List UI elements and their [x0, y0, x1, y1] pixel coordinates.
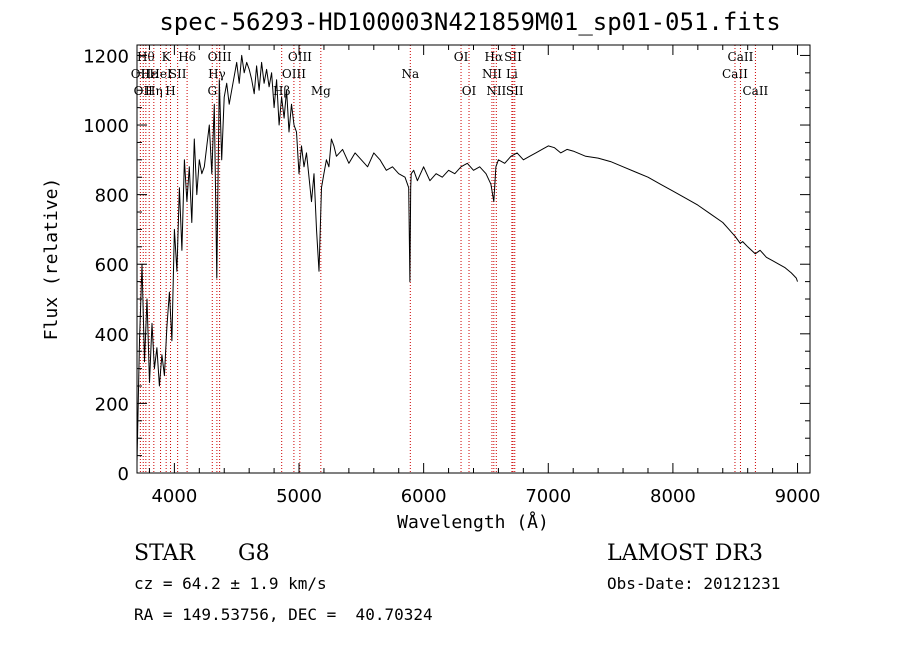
line-label: NII — [486, 84, 506, 98]
y-tick-label: 0 — [118, 464, 129, 485]
line-label: CaII — [742, 84, 768, 98]
line-label: Na — [401, 67, 419, 81]
line-label: NII — [482, 67, 502, 81]
line-label: Hγ — [208, 67, 226, 81]
line-label: Hη — [145, 84, 163, 98]
obs-date: Obs-Date: 20121231 — [607, 574, 780, 593]
line-label: Li — [506, 67, 518, 81]
line-label: OII — [131, 67, 151, 81]
plot-frame — [136, 44, 811, 474]
survey-name: LAMOST DR3 — [607, 541, 763, 566]
x-tick-label: 4000 — [151, 486, 197, 507]
line-label: CaII — [722, 67, 748, 81]
axis-ticks: 4000 5000 6000 7000 8000 9000 0 200 400 600 800 100… — [83, 45, 820, 507]
y-tick-label: 800 — [95, 186, 129, 207]
line-label: OIII — [288, 50, 312, 64]
line-label: Hα — [485, 50, 504, 64]
line-label: HeI — [149, 67, 172, 81]
line-label: CaII — [728, 50, 754, 64]
line-label: Mg — [311, 84, 331, 98]
x-tick-label: 8000 — [650, 486, 696, 507]
spectrum-line — [136, 54, 798, 463]
line-label: OII — [134, 84, 154, 98]
line-label: K — [162, 50, 172, 64]
line-label: Hε — [141, 67, 158, 81]
line-label: OIII — [282, 67, 306, 81]
y-axis-label: Flux (relative) — [41, 178, 62, 341]
line-label: H — [165, 84, 175, 98]
chart-title: spec-56293-HD100003N421859M01_sp01-051.f… — [159, 8, 780, 36]
coordinates: RA = 149.53756, DEC = 40.70324 — [134, 605, 433, 624]
line-label: SII — [169, 67, 187, 81]
line-label: G — [207, 84, 217, 98]
x-axis-label: Wavelength (Å) — [397, 511, 549, 533]
line-label: SII — [504, 50, 522, 64]
line-label: Hδ — [178, 50, 196, 64]
object-class: STAR — [134, 541, 196, 566]
y-tick-label: 1000 — [83, 116, 129, 137]
y-tick-label: 600 — [95, 255, 129, 276]
y-tick-label: 200 — [95, 394, 129, 415]
line-markers: OIIOIIHθHεHηHeIKHSIIHδGHγOIIIHβOIIIOIIIM… — [131, 45, 769, 473]
y-tick-label: 400 — [95, 325, 129, 346]
spectrum-series — [136, 54, 798, 463]
line-label: Hθ — [137, 50, 155, 64]
line-label: OIII — [208, 50, 232, 64]
x-tick-label: 7000 — [525, 486, 571, 507]
x-tick-label: 5000 — [276, 486, 322, 507]
line-label: OI — [454, 50, 469, 64]
object-subclass: G8 — [238, 541, 270, 566]
y-tick-label: 1200 — [83, 46, 129, 67]
x-tick-label: 6000 — [401, 486, 447, 507]
redshift-readout: cz = 64.2 ± 1.9 km/s — [134, 574, 327, 593]
line-label: OI — [462, 84, 477, 98]
x-tick-label: 9000 — [775, 486, 821, 507]
line-label: SII — [506, 84, 524, 98]
